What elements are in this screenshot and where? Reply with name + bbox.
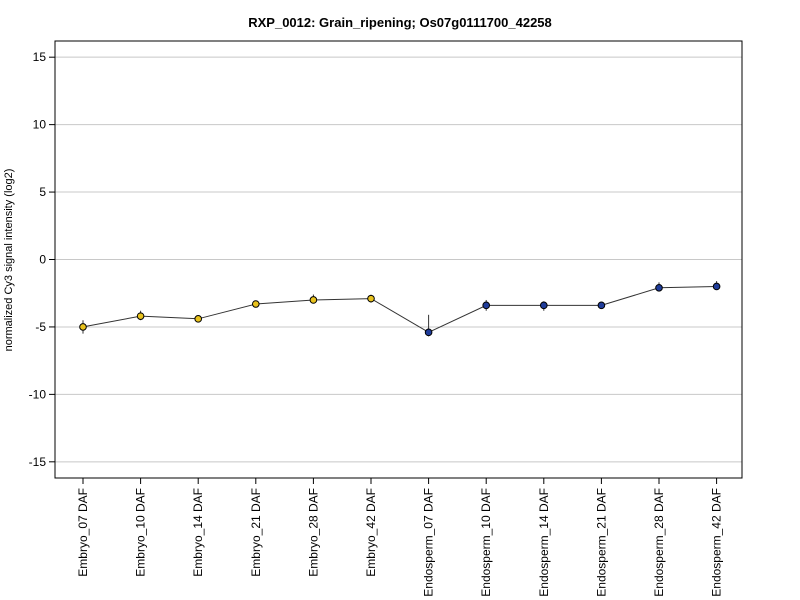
- data-point: [367, 294, 375, 303]
- y-tick-label: 15: [33, 50, 47, 64]
- data-point: [540, 301, 548, 310]
- y-tick-label: -15: [29, 455, 47, 469]
- x-axis: Embryo_07 DAF Embryo_10 DAF Embryo_14 DAF E…: [76, 478, 724, 597]
- x-tick-label: Embryo_07 DAF: [76, 488, 90, 577]
- y-tick-label: 5: [39, 185, 46, 199]
- y-tick-label: -10: [29, 387, 47, 401]
- x-tick-label: Endosperm_42 DAF: [710, 488, 724, 597]
- x-tick-label: Endosperm_14 DAF: [537, 488, 551, 597]
- x-tick-label: Embryo_28 DAF: [306, 488, 320, 577]
- y-tick-label: -5: [35, 320, 46, 334]
- x-tick-label: Endosperm_10 DAF: [479, 488, 493, 597]
- gridlines: [55, 56, 742, 463]
- x-tick-label: Endosperm_28 DAF: [652, 488, 666, 597]
- data-point: [712, 282, 721, 291]
- y-tick-label: 10: [33, 118, 47, 132]
- x-tick-label: Embryo_21 DAF: [249, 488, 263, 577]
- chart-title: RXP_0012: Grain_ripening; Os07g0111700_4…: [248, 15, 552, 30]
- series-line: [82, 286, 717, 333]
- x-tick-label: Endosperm_07 DAF: [422, 488, 436, 597]
- data-point: [194, 315, 202, 323]
- data-point: [309, 296, 318, 304]
- plot-frame: [54, 40, 743, 479]
- x-tick-label: Endosperm_21 DAF: [594, 488, 608, 597]
- series: [79, 281, 721, 337]
- data-point: [482, 301, 491, 310]
- data-point: [597, 301, 606, 310]
- data-point: [252, 300, 260, 308]
- data-point: [655, 284, 663, 292]
- y-axis-label: normalized Cy3 signal intensity (log2): [3, 169, 15, 352]
- data-point: [136, 312, 145, 320]
- y-axis: 15 10 5 0 -5 -10 -15: [29, 50, 55, 469]
- x-tick-label: Embryo_14 DAF: [191, 488, 205, 577]
- x-tick-label: Embryo_10 DAF: [134, 488, 148, 577]
- data-point: [424, 328, 433, 337]
- y-tick-label: 0: [39, 253, 46, 267]
- x-tick-label: Embryo_42 DAF: [364, 488, 378, 577]
- data-point: [79, 323, 87, 331]
